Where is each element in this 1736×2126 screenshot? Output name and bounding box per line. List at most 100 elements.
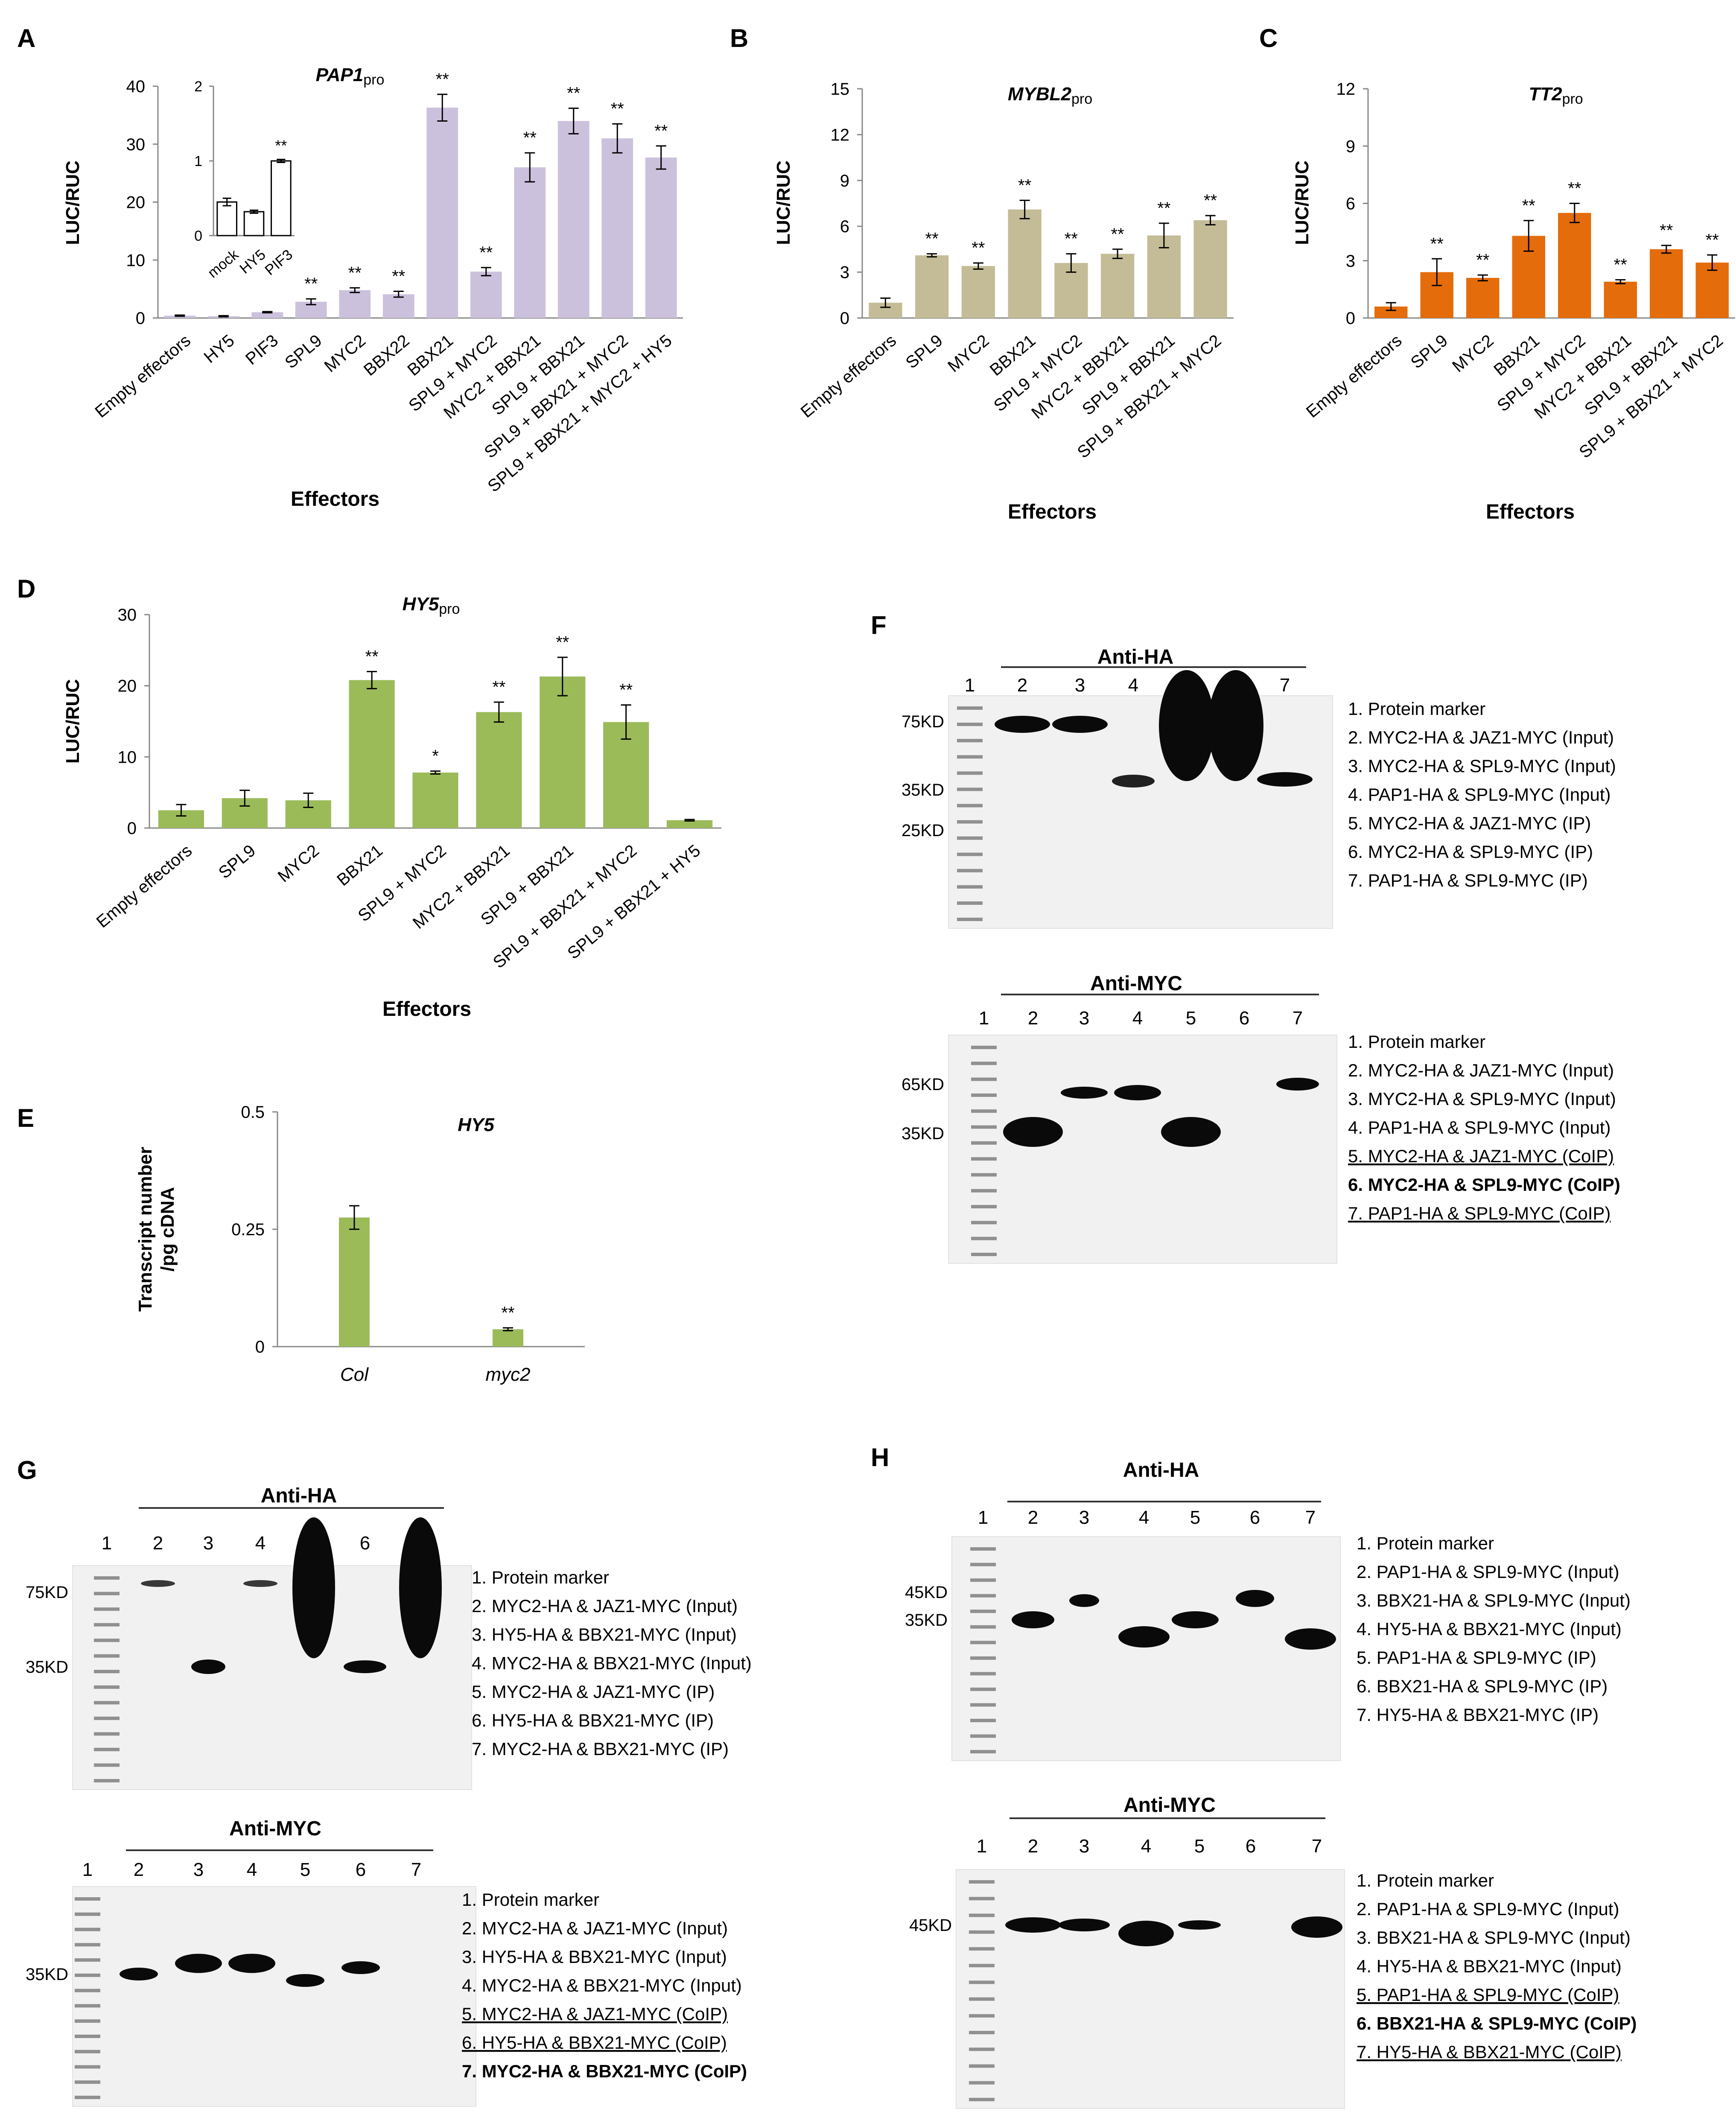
ladder-band bbox=[971, 1157, 997, 1161]
lane-number: 3 bbox=[193, 1859, 204, 1880]
significance-mark: ** bbox=[1430, 234, 1444, 253]
protein-band bbox=[1118, 1626, 1170, 1648]
ladder-band bbox=[970, 1672, 996, 1676]
legend-entry: 1. Protein marker bbox=[462, 1890, 599, 1910]
ladder-band bbox=[969, 1997, 995, 2001]
legend-entry: 5. MYC2-HA & JAZ1-MYC (IP) bbox=[472, 1682, 715, 1702]
ladder-band bbox=[971, 1253, 997, 1256]
significance-mark: ** bbox=[556, 633, 569, 652]
ladder-band bbox=[75, 2034, 100, 2038]
ladder-band bbox=[971, 1109, 997, 1113]
y-tick-label: 10 bbox=[126, 251, 146, 270]
x-tick-label: Empty effectors bbox=[91, 331, 194, 422]
legend-entry: 3. BBX21-HA & SPL9-MYC (Input) bbox=[1357, 1928, 1631, 1948]
legend-entry: 1. Protein marker bbox=[1348, 699, 1485, 719]
ladder-band bbox=[970, 1641, 996, 1645]
blot-membrane bbox=[948, 1035, 1337, 1264]
ladder-band bbox=[969, 1930, 995, 1934]
ladder-band bbox=[75, 1897, 100, 1901]
legend-entry: 4. MYC2-HA & BBX21-MYC (Input) bbox=[472, 1653, 752, 1673]
significance-mark: ** bbox=[1476, 251, 1489, 269]
y-tick-label: 30 bbox=[126, 135, 146, 154]
panel-letter: F bbox=[871, 611, 887, 639]
legend-entry: 3. MYC2-HA & SPL9-MYC (Input) bbox=[1348, 1089, 1616, 1109]
ladder-band bbox=[969, 1913, 995, 1917]
legend-entry: 1. Protein marker bbox=[1357, 1533, 1494, 1553]
protein-band bbox=[341, 1961, 380, 1974]
lane-number: 1 bbox=[82, 1859, 93, 1880]
y-tick-label: 20 bbox=[118, 677, 137, 696]
protein-band bbox=[120, 1968, 158, 1980]
lane-number: 4 bbox=[1139, 1507, 1149, 1528]
significance-mark: ** bbox=[492, 678, 505, 697]
x-tick-label: Empty effectors bbox=[93, 841, 196, 932]
ladder-band bbox=[970, 1547, 996, 1551]
legend-entry: 7. PAP1-HA & SPL9-MYC (CoIP) bbox=[1348, 1203, 1611, 1223]
legend-entry: 7. HY5-HA & BBX21-MYC (CoIP) bbox=[1357, 2042, 1622, 2062]
marker-label: 35KD bbox=[905, 1611, 948, 1630]
x-tick-label: MYC2 bbox=[274, 841, 323, 886]
protein-band bbox=[286, 1974, 324, 1987]
lane-number: 7 bbox=[1312, 1836, 1322, 1857]
protein-band bbox=[1114, 1085, 1161, 1100]
antibody-label: Anti-HA bbox=[261, 1484, 337, 1507]
ladder-band bbox=[957, 885, 983, 889]
legend-entry: 2. MYC2-HA & JAZ1-MYC (Input) bbox=[1348, 1060, 1614, 1080]
lane-number: 1 bbox=[102, 1533, 112, 1554]
lane-number: 1 bbox=[979, 1008, 989, 1029]
ladder-band bbox=[75, 2096, 100, 2099]
ladder-band bbox=[957, 852, 983, 856]
ladder-band bbox=[969, 1980, 995, 1984]
legend-entry: 7. HY5-HA & BBX21-MYC (IP) bbox=[1357, 1705, 1599, 1725]
lane-number: 3 bbox=[1079, 1008, 1089, 1029]
legend-entry: 3. HY5-HA & BBX21-MYC (Input) bbox=[462, 1947, 727, 1967]
protein-band bbox=[191, 1659, 225, 1674]
significance-mark: ** bbox=[1660, 221, 1673, 240]
lane-number: 2 bbox=[153, 1533, 163, 1554]
lane-number: 2 bbox=[1028, 1507, 1038, 1528]
bar bbox=[426, 108, 458, 318]
lane-number: 4 bbox=[1141, 1836, 1151, 1857]
inset-bar bbox=[271, 160, 292, 236]
ladder-band bbox=[94, 1592, 120, 1595]
significance-mark: * bbox=[432, 747, 439, 766]
protein-band bbox=[228, 1954, 275, 1973]
ladder-band bbox=[75, 1943, 100, 1947]
ladder-band bbox=[957, 739, 983, 743]
protein-band bbox=[1236, 1590, 1274, 1607]
x-tick-label: PIF3 bbox=[242, 331, 282, 369]
chart-title: PAP1pro bbox=[316, 64, 385, 88]
ladder-band bbox=[970, 1594, 996, 1598]
panel-letter: B bbox=[730, 24, 748, 52]
bar bbox=[349, 680, 395, 828]
inset-significance-mark: ** bbox=[275, 137, 287, 155]
protein-band bbox=[1059, 1919, 1110, 1931]
marker-label: 35KD bbox=[902, 781, 944, 799]
inset-y-tick-label: 1 bbox=[194, 153, 202, 169]
ladder-band bbox=[970, 1703, 996, 1707]
lane-number: 3 bbox=[203, 1533, 213, 1554]
x-tick-label: BBX22 bbox=[360, 331, 413, 380]
y-tick-label: 12 bbox=[831, 125, 850, 144]
ladder-band bbox=[971, 1237, 997, 1240]
lane-number: 5 bbox=[1186, 1008, 1196, 1029]
ladder-band bbox=[971, 1173, 997, 1177]
y-tick-label: 15 bbox=[831, 80, 850, 99]
ladder-band bbox=[94, 1685, 120, 1689]
y-tick-label: 0.5 bbox=[241, 1103, 265, 1122]
legend-entry: 4. PAP1-HA & SPL9-MYC (Input) bbox=[1348, 784, 1611, 805]
y-tick-label: 0 bbox=[840, 309, 849, 328]
ladder-band bbox=[969, 2031, 995, 2035]
ladder-band bbox=[970, 1750, 996, 1753]
bar bbox=[251, 312, 283, 318]
protein-band bbox=[1003, 1117, 1063, 1147]
lane-number: 2 bbox=[1028, 1836, 1038, 1857]
significance-mark: ** bbox=[1706, 230, 1719, 249]
chart-title: HY5pro bbox=[403, 594, 460, 617]
lane-number: 7 bbox=[1305, 1507, 1316, 1528]
legend-entry: 6. HY5-HA & BBX21-MYC (CoIP) bbox=[462, 2033, 727, 2053]
legend-entry: 3. MYC2-HA & SPL9-MYC (Input) bbox=[1348, 756, 1616, 776]
bar bbox=[1558, 213, 1591, 318]
lane-number: 5 bbox=[1194, 1836, 1205, 1857]
protein-band bbox=[995, 716, 1050, 733]
